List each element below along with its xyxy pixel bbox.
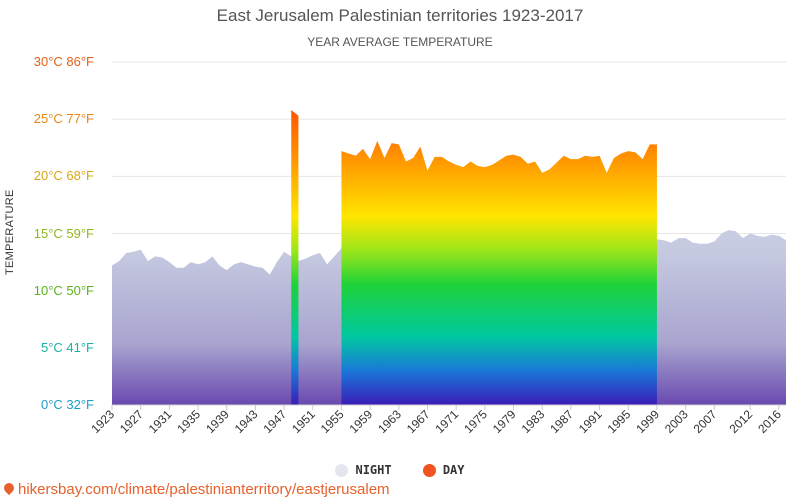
day-series [291,110,657,406]
x-tick-label: 1999 [633,407,662,436]
x-tick-label: 1927 [117,407,146,436]
x-tick-label: 2016 [755,407,784,436]
legend-day-label: DAY [442,463,465,477]
x-tick-label: 1931 [146,407,175,436]
x-tick-label: 2007 [691,407,720,436]
chart-title: East Jerusalem Palestinian territories 1… [216,6,584,25]
x-tick-label: 1947 [260,407,289,436]
x-tick-label: 1971 [433,407,462,436]
chart-subtitle: YEAR AVERAGE TEMPERATURE [307,35,493,49]
source-link[interactable]: hikersbay.com/climate/palestinianterrito… [1,480,390,498]
x-tick-label: 1987 [547,407,576,436]
x-tick-label: 1959 [346,407,375,436]
x-tick-label: 1991 [576,407,605,436]
day-area [291,110,299,406]
location-pin-icon [1,480,17,496]
y-tick-label: 25°C 77°F [33,111,94,127]
night-dot-icon [335,463,349,477]
x-tick-label: 1963 [375,407,404,436]
x-tick-label: 2003 [662,407,691,436]
x-tick-label: 1955 [318,407,347,436]
legend-night-label: NIGHT [355,463,392,477]
x-tick-label: 1935 [174,407,203,436]
x-tick-label: 1939 [203,407,232,436]
legend-night[interactable]: NIGHT [335,463,392,477]
y-tick-label: 0°C 32°F [40,397,94,412]
x-tick-label: 1995 [605,407,634,436]
x-tick-label: 1975 [461,407,490,436]
day-area [341,140,657,405]
y-tick-label: 5°C 41°F [40,339,94,355]
legend-day[interactable]: DAY [422,463,465,477]
source-link-text: hikersbay.com/climate/palestinianterrito… [18,481,390,498]
x-tick-label: 1983 [519,407,548,436]
x-tick-label: 1979 [490,407,519,436]
legend: NIGHT DAY [0,463,800,480]
day-dot-icon [422,463,436,477]
x-tick-label: 1923 [88,407,117,436]
x-tick-label: 2012 [726,407,755,436]
y-tick-label: 20°C 68°F [33,168,94,184]
y-tick-label: 30°C 86°F [33,54,94,69]
x-tick-label: 1943 [232,407,261,436]
y-tick-label: 10°C 50°F [33,282,94,298]
x-tick-label: 1951 [289,407,318,436]
x-axis: 1923 1927 1931 1935 1939 1943 1947 1951 1955 1959… [88,404,786,436]
y-tick-label: 15°C 59°F [33,225,94,241]
x-tick-label: 1967 [404,407,433,436]
